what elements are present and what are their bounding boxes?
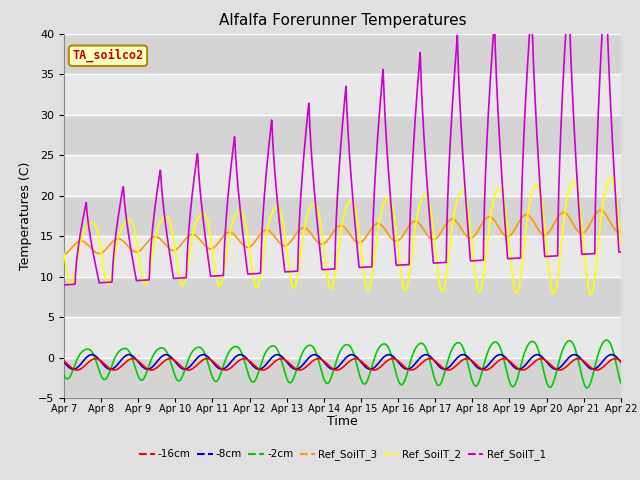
Bar bbox=[64, 196, 621, 236]
Title: Alfalfa Forerunner Temperatures: Alfalfa Forerunner Temperatures bbox=[219, 13, 466, 28]
Y-axis label: Temperatures (C): Temperatures (C) bbox=[19, 162, 33, 270]
X-axis label: Time: Time bbox=[327, 415, 358, 428]
Text: TA_soilco2: TA_soilco2 bbox=[72, 49, 143, 62]
Bar bbox=[64, 115, 621, 155]
Bar bbox=[64, 34, 621, 74]
Bar bbox=[64, 317, 621, 358]
Bar bbox=[64, 236, 621, 277]
Bar bbox=[64, 155, 621, 196]
Bar bbox=[64, 358, 621, 398]
Legend: -16cm, -8cm, -2cm, Ref_SoilT_3, Ref_SoilT_2, Ref_SoilT_1: -16cm, -8cm, -2cm, Ref_SoilT_3, Ref_Soil… bbox=[135, 445, 550, 464]
Bar bbox=[64, 74, 621, 115]
Bar bbox=[64, 277, 621, 317]
